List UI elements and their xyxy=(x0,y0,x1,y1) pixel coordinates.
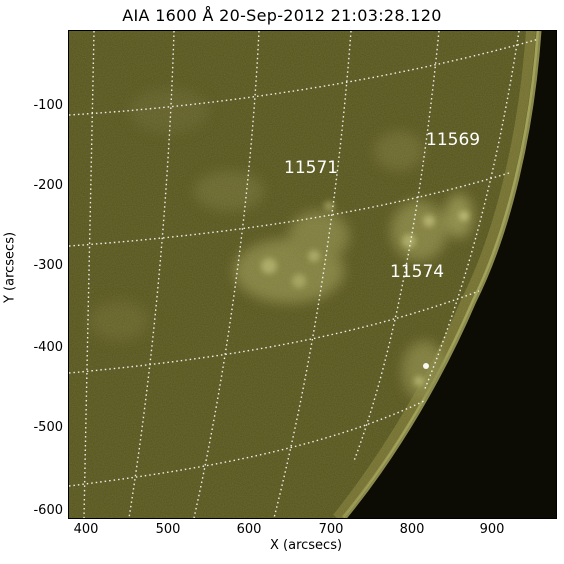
x-tick-label: 600 xyxy=(236,522,262,537)
y-tick-label: -600 xyxy=(33,503,63,518)
y-tick-label: -300 xyxy=(33,258,63,273)
heliographic-grid xyxy=(69,31,540,518)
y-axis-label: Y (arcsecs) xyxy=(2,231,18,304)
y-tick-label: -500 xyxy=(33,420,63,435)
x-axis-label: X (arcsecs) xyxy=(270,538,343,553)
x-tick-label: 800 xyxy=(399,522,425,537)
image-title: AIA 1600 Å 20-Sep-2012 21:03:28.120 xyxy=(122,6,442,25)
x-tick-label: 700 xyxy=(318,522,344,537)
solar-image xyxy=(68,30,557,519)
active-region-label-11574: 11574 xyxy=(390,262,445,282)
y-tick-label: -200 xyxy=(33,178,63,193)
y-tick-label: -400 xyxy=(33,340,63,355)
y-tick-label: -100 xyxy=(33,98,63,113)
x-tick-label: 900 xyxy=(479,522,505,537)
x-tick-label: 500 xyxy=(155,522,181,537)
active-region-label-11569: 11569 xyxy=(426,130,481,150)
active-region-label-11571: 11571 xyxy=(284,158,339,178)
x-tick-label: 400 xyxy=(73,522,99,537)
solar-disk-svg xyxy=(69,31,556,518)
